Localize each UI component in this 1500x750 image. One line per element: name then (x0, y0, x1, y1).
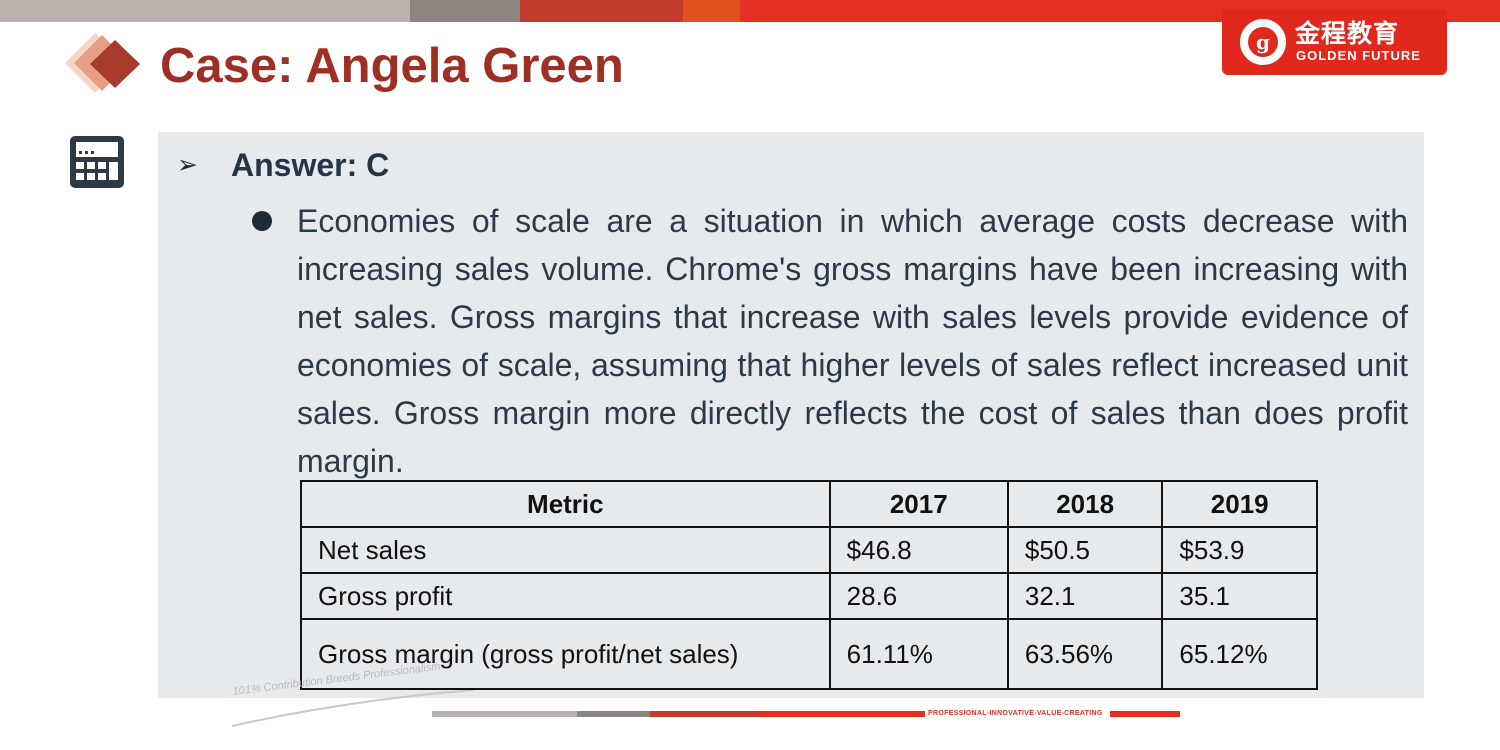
strip-segment (650, 711, 760, 717)
table-cell: $53.9 (1161, 526, 1318, 574)
logo-english-text: GOLDEN FUTURE (1296, 48, 1421, 63)
strip-segment (0, 0, 410, 22)
strip-segment (410, 0, 520, 22)
column-header: 2017 (828, 480, 1009, 528)
table-cell: 32.1 (1006, 572, 1164, 620)
column-header: Metric (300, 480, 831, 528)
logo-chinese-text: 金程教育 (1295, 19, 1400, 48)
footer-color-strip (432, 711, 1180, 717)
strip-segment (1110, 711, 1180, 717)
footer-slogan: PROFESSIONAL-INNOVATIVE-VALUE-CREATING (928, 710, 1103, 717)
footer-swoosh (231, 690, 475, 727)
strip-segment (432, 711, 577, 717)
table-cell: Gross profit (300, 572, 831, 620)
strip-segment (520, 0, 683, 22)
gross-margin-table: Metric 2017 2018 2019 Net sales $46.8 $5… (300, 480, 1318, 690)
calculator-icon (70, 136, 124, 188)
table-cell: 61.11% (828, 618, 1009, 690)
answer-heading: Answer: C (231, 147, 390, 183)
arrow-bullet-icon: ➢ (177, 150, 198, 179)
table-cell: 63.56% (1006, 618, 1164, 690)
top-color-strip (0, 0, 1500, 22)
explanation-paragraph: Economies of scale are a situation in wh… (297, 203, 1408, 479)
table-cell: 35.1 (1161, 572, 1318, 620)
table-cell: Net sales (300, 526, 831, 574)
golden-future-logo: g 金程教育 GOLDEN FUTURE (1222, 10, 1447, 75)
strip-segment (760, 711, 925, 717)
strip-segment (577, 711, 650, 717)
table-header-row: Metric 2017 2018 2019 (300, 480, 1318, 528)
table-cell: 28.6 (828, 572, 1009, 620)
slide-title: Case: Angela Green (160, 39, 624, 93)
table-cell: $50.5 (1006, 526, 1164, 574)
diamond-title-icon (65, 33, 140, 93)
table-cell: 65.12% (1161, 618, 1318, 690)
golden-future-seal-icon: g (1240, 19, 1286, 65)
table-row: Net sales $46.8 $50.5 $53.9 (300, 526, 1318, 574)
strip-segment (683, 0, 740, 22)
table-row: Gross profit 28.6 32.1 35.1 (300, 572, 1318, 620)
table-cell: Gross margin (gross profit/net sales) (300, 618, 831, 690)
column-header: 2019 (1161, 480, 1318, 528)
table-row: Gross margin (gross profit/net sales) 61… (300, 618, 1318, 690)
table-cell: $46.8 (828, 526, 1009, 574)
bullet-dot-icon (252, 211, 272, 231)
column-header: 2018 (1006, 480, 1164, 528)
